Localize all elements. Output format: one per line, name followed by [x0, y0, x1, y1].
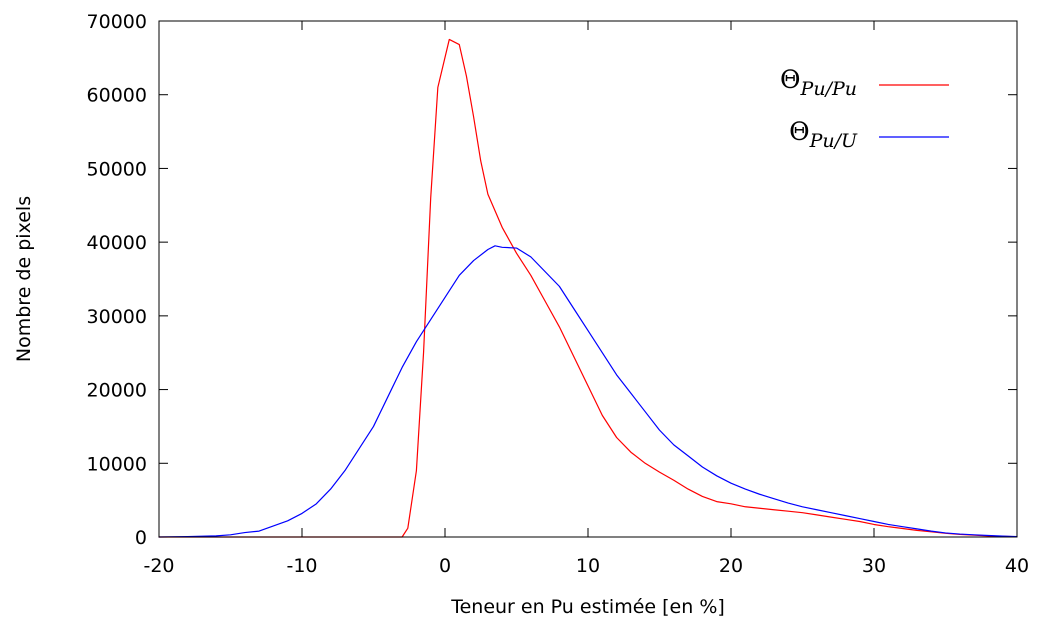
legend-label: ΘPu/Pu [780, 65, 857, 100]
x-tick-label: 0 [439, 555, 451, 577]
legend: ΘPu/Pu ΘPu/U [780, 65, 949, 152]
y-tick-label: 40000 [87, 232, 147, 254]
x-tick-label: -10 [286, 555, 317, 577]
series-line-pu-pu [158, 38, 1018, 538]
x-tick-label: 30 [862, 555, 886, 577]
x-tick-label: 40 [1005, 555, 1029, 577]
y-tick-label: 70000 [87, 11, 147, 33]
series-layer [158, 38, 1018, 538]
y-tick-label: 30000 [87, 306, 147, 328]
x-tick-label: 10 [576, 555, 600, 577]
ticks-layer: -20 -10 0 10 20 30 40 0 10000 20000 30000 40000 5000… [87, 11, 1030, 577]
series-line-pu-u [158, 245, 1018, 538]
y-tick-label: 20000 [87, 380, 147, 402]
x-tick-label: -20 [143, 555, 174, 577]
y-axis-title: Nombre de pixels [13, 196, 35, 362]
y-tick-label: 60000 [87, 85, 147, 107]
y-tick-label: 10000 [87, 453, 147, 475]
y-tick-label: 0 [135, 527, 147, 549]
x-tick-label: 20 [719, 555, 743, 577]
y-tick-label: 50000 [87, 158, 147, 180]
x-axis-title: Teneur en Pu estimée [en %] [450, 596, 725, 618]
legend-label: ΘPu/U [789, 117, 858, 152]
